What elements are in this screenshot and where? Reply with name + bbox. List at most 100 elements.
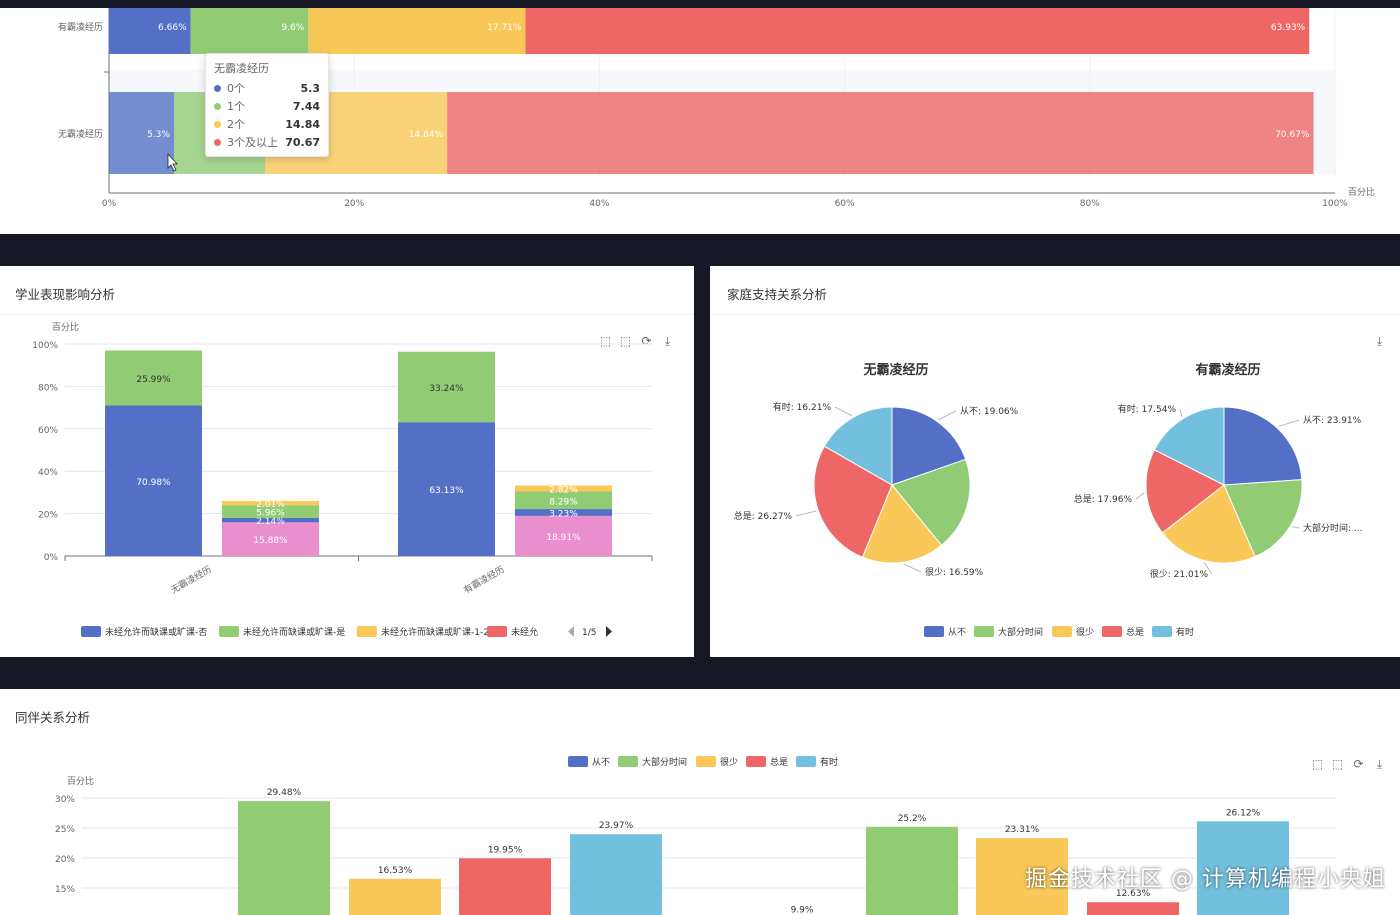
bar-value-label: 23.31% [1005, 825, 1040, 835]
tooltip-series-value: 14.84 [285, 117, 320, 131]
academic-chart: 百分比 100% 80% 60% 40% 20% 0% 70.98% 25.99% 15.88% 2… [32, 321, 653, 638]
pie-slice-label: 从不: 19.06% [960, 406, 1019, 417]
pie-title: 无霸凌经历 [862, 362, 928, 378]
legend-label: 未经允许而缺课或旷课-是 [243, 626, 345, 638]
segment-label: 15.88% [253, 536, 288, 546]
legend-swatch [357, 626, 377, 637]
legend-label: 总是 [770, 756, 788, 768]
label-line [1135, 492, 1145, 500]
x-tick-label: 0% [102, 199, 117, 209]
series-dot [214, 84, 221, 92]
bar-data-label: 6.66% [158, 23, 187, 33]
tooltip-row: 3个及以上 70.67 [214, 133, 320, 151]
tooltip-row: 0个 5.3 [214, 79, 320, 97]
pie-slice [1223, 479, 1303, 558]
bar-data-label: 63.93% [1271, 23, 1306, 33]
legend-label: 大部分时间 [998, 626, 1043, 638]
zoom-reset-icon[interactable]: ⬚ [619, 334, 632, 348]
segment-label: 8.29% [549, 497, 578, 507]
peer-chart: 百分比 30% 25% 20% 15% 从不 大部分时间 很少 总是 有时 29.48% 16.53%… [55, 756, 1336, 915]
pie-slice-label: 大部分时间: ... [1303, 522, 1362, 534]
bar [1197, 821, 1289, 915]
family-panel: 家庭支持关系分析 ⤓ 无霸凌经历 从不: 19.06% 很少: 16.59% 总是: … [710, 266, 1400, 657]
y-tick-label: 30% [55, 795, 75, 805]
legend-swatch [1052, 626, 1072, 637]
bar-data-label: 5.3% [147, 130, 170, 140]
label-line [938, 410, 957, 421]
refresh-icon[interactable]: ⟳ [641, 334, 652, 348]
segment-label: 33.24% [429, 384, 464, 394]
panel-title: 同伴关系分析 [15, 710, 91, 725]
bar [866, 826, 958, 915]
bar [976, 838, 1068, 915]
chart-tooltip: 无霸凌经历 0个 5.3 1个 7.44 2个 14.84 3个及以上 70.67 [205, 53, 329, 157]
bar-value-label: 29.48% [267, 788, 302, 798]
legend-swatch [568, 756, 588, 767]
legend-swatch [487, 626, 507, 637]
bar [570, 834, 662, 915]
pie-slice-label: 总是: 17.96% [1074, 493, 1133, 505]
y-tick-label: 15% [55, 885, 75, 895]
bar-value-label: 25.2% [898, 814, 927, 824]
tooltip-series-name: 0个 [227, 82, 245, 95]
bar-data-label: 70.67% [1275, 130, 1310, 140]
segment-label: 2.82% [549, 485, 578, 495]
tooltip-series-name: 1个 [227, 100, 245, 113]
academic-panel: 学业表现影响分析 ⬚ ⬚ ⟳ ⤓ 百分比 100% 80% 60% 40% 20% 0% 70… [0, 266, 694, 657]
segment-label: 70.98% [136, 478, 171, 488]
watermark: 掘金技术社区 @ 计算机编程小央姐 [1025, 867, 1386, 892]
zoom-icon[interactable]: ⬚ [1311, 757, 1324, 771]
download-icon[interactable]: ⤓ [1376, 334, 1383, 348]
label-line [1278, 419, 1300, 427]
bar-value-label: 26.12% [1226, 808, 1261, 818]
segment-label: 2.14% [256, 517, 285, 527]
segment-label: 3.23% [549, 509, 578, 519]
stack-segment [515, 491, 612, 510]
zoom-reset-icon[interactable]: ⬚ [1331, 757, 1344, 771]
legend-swatch [618, 756, 638, 767]
legend-swatch [219, 626, 239, 637]
y-tick-label: 80% [38, 383, 58, 393]
bar-segment [109, 92, 174, 174]
bullying-count-panel: 0% 20% 40% 60% 80% 100% 百分比 有霸凌经历 6.66% 9.6% 17.71… [0, 8, 1400, 234]
bar-segment [190, 8, 309, 54]
label-line [1292, 526, 1300, 529]
segment-label: 5.96% [256, 508, 285, 518]
stack-segment [105, 350, 202, 406]
stack-segment [222, 505, 319, 518]
legend-label: 大部分时间 [642, 756, 687, 768]
download-icon[interactable]: ⤓ [664, 334, 671, 348]
zoom-icon[interactable]: ⬚ [599, 334, 612, 348]
x-axis-name: 百分比 [1348, 186, 1375, 198]
stack-segment [515, 485, 612, 492]
panel-title: 学业表现影响分析 [15, 287, 116, 302]
pie-slice [1161, 484, 1256, 564]
x-tick-label: 100% [1322, 199, 1348, 209]
x-tick-label: 40% [589, 199, 609, 209]
y-axis-name: 百分比 [67, 775, 94, 787]
segment-label: 63.13% [429, 486, 464, 496]
series-dot [214, 120, 221, 128]
legend-page-indicator: 1/5 [582, 628, 596, 638]
y-tick-label: 100% [32, 341, 58, 351]
bar [238, 801, 330, 915]
y-category-label: 有霸凌经历 [58, 21, 103, 33]
bar [349, 878, 441, 915]
download-icon[interactable]: ⤓ [1376, 757, 1383, 771]
pie-slice [1145, 449, 1225, 534]
stack-segment [515, 515, 612, 556]
cursor-icon [167, 152, 178, 172]
pie-slice-label: 总是: 26.27% [734, 510, 793, 522]
segment-label: 2.01% [256, 500, 285, 510]
pie-slice [861, 484, 943, 564]
legend-label: 从不 [592, 757, 610, 768]
label-line [903, 563, 922, 573]
legend-swatch [746, 756, 766, 767]
legend-swatch [1102, 626, 1122, 637]
pie-slice [823, 406, 893, 486]
pie-slice-label: 很少: 16.59% [925, 566, 984, 578]
tooltip-series-value: 70.67 [285, 135, 320, 149]
refresh-icon[interactable]: ⟳ [1353, 757, 1364, 771]
divider [710, 314, 1400, 315]
label-line [1203, 562, 1213, 575]
